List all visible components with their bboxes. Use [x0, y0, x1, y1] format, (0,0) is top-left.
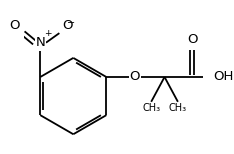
Text: CH₃: CH₃ [169, 103, 187, 113]
Text: −: − [67, 18, 76, 28]
Text: O: O [130, 71, 140, 83]
Text: O: O [62, 19, 73, 32]
Text: +: + [44, 29, 52, 38]
Text: OH: OH [213, 71, 234, 83]
Text: O: O [187, 33, 197, 47]
Text: CH₃: CH₃ [142, 103, 160, 113]
Text: N: N [35, 36, 45, 49]
Text: O: O [10, 19, 20, 32]
